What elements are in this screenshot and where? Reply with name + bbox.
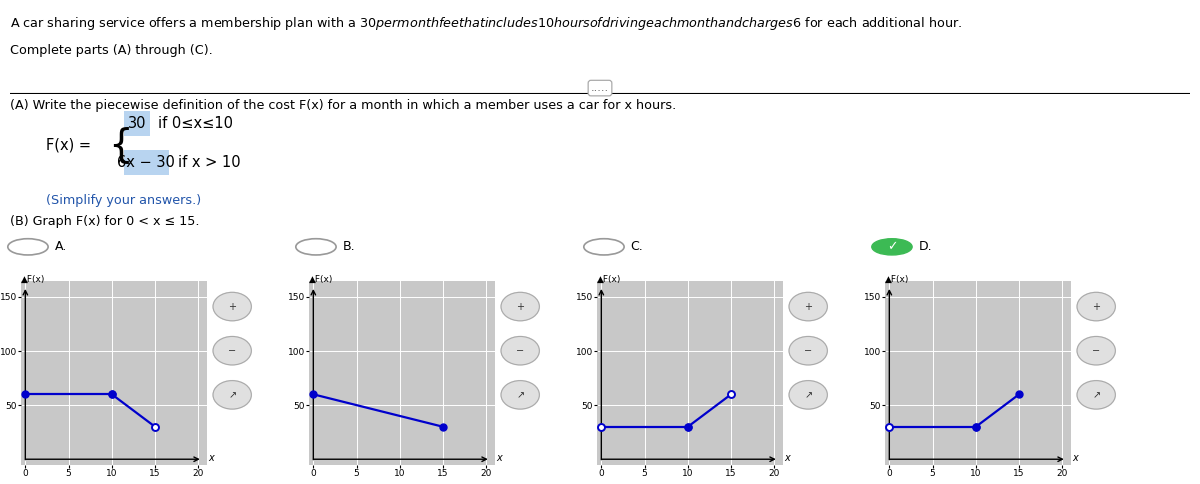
Circle shape [214, 292, 251, 321]
Text: ↗: ↗ [228, 390, 236, 400]
Text: (B) Graph F(x) for 0 < x ≤ 15.: (B) Graph F(x) for 0 < x ≤ 15. [10, 215, 199, 228]
Text: D.: D. [919, 241, 932, 253]
Text: ▲F(x): ▲F(x) [884, 275, 910, 284]
Text: +: + [228, 302, 236, 312]
Text: x: x [209, 453, 215, 463]
Circle shape [214, 380, 251, 409]
Text: ↗: ↗ [516, 390, 524, 400]
Circle shape [502, 292, 539, 321]
Text: A car sharing service offers a membership plan with a $30 per month fee that inc: A car sharing service offers a membershi… [10, 15, 962, 31]
Text: x: x [785, 453, 791, 463]
Text: B.: B. [343, 241, 355, 253]
Text: ▲F(x): ▲F(x) [22, 275, 46, 284]
Text: −: − [516, 346, 524, 356]
Text: 6x − 30: 6x − 30 [118, 155, 175, 170]
Circle shape [790, 380, 827, 409]
FancyBboxPatch shape [124, 150, 169, 175]
Text: x: x [497, 453, 503, 463]
Text: ▲F(x): ▲F(x) [596, 275, 622, 284]
Circle shape [790, 292, 827, 321]
Text: −: − [228, 346, 236, 356]
Text: ↗: ↗ [804, 390, 812, 400]
Circle shape [1078, 336, 1115, 365]
Text: if x > 10: if x > 10 [178, 155, 240, 170]
Text: .....: ..... [590, 83, 610, 93]
Circle shape [871, 239, 912, 255]
Text: if 0≤x≤10: if 0≤x≤10 [158, 117, 233, 131]
Circle shape [790, 336, 827, 365]
FancyBboxPatch shape [124, 111, 150, 136]
Text: F(x) =: F(x) = [46, 138, 91, 152]
Text: −: − [1092, 346, 1100, 356]
Text: C.: C. [631, 241, 643, 253]
Text: (A) Write the piecewise definition of the cost F(x) for a month in which a membe: (A) Write the piecewise definition of th… [10, 99, 676, 112]
Text: +: + [804, 302, 812, 312]
Text: +: + [1092, 302, 1100, 312]
Text: 30: 30 [127, 117, 146, 131]
Text: Complete parts (A) through (C).: Complete parts (A) through (C). [10, 44, 212, 57]
Text: A.: A. [55, 241, 67, 253]
Circle shape [1078, 380, 1115, 409]
Text: −: − [804, 346, 812, 356]
Text: ▲F(x): ▲F(x) [310, 275, 334, 284]
Circle shape [1078, 292, 1115, 321]
Text: +: + [516, 302, 524, 312]
Circle shape [502, 336, 539, 365]
Text: x: x [1073, 453, 1079, 463]
Text: {: { [108, 126, 133, 164]
Circle shape [214, 336, 251, 365]
Text: ✓: ✓ [887, 241, 898, 253]
Circle shape [502, 380, 539, 409]
Text: (Simplify your answers.): (Simplify your answers.) [46, 194, 200, 207]
Text: ↗: ↗ [1092, 390, 1100, 400]
